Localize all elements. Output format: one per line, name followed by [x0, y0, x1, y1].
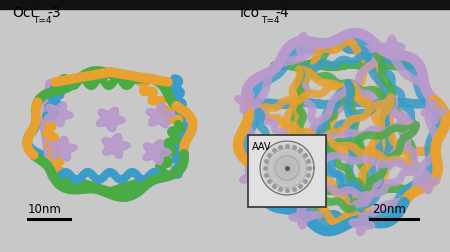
Polygon shape — [280, 161, 294, 175]
Polygon shape — [284, 166, 290, 171]
Polygon shape — [289, 206, 315, 229]
Polygon shape — [49, 137, 77, 161]
Polygon shape — [265, 146, 310, 191]
Text: -3: -3 — [47, 6, 61, 20]
Polygon shape — [289, 33, 315, 56]
Text: 20nm: 20nm — [372, 202, 406, 215]
Polygon shape — [96, 108, 125, 132]
Polygon shape — [379, 36, 405, 59]
Polygon shape — [271, 152, 303, 184]
Polygon shape — [282, 164, 292, 173]
Bar — [0, 0, 450, 10]
Text: 10nm: 10nm — [28, 202, 62, 215]
Polygon shape — [262, 144, 312, 193]
Polygon shape — [260, 141, 314, 195]
Polygon shape — [235, 91, 259, 113]
Bar — [248, 136, 326, 207]
Polygon shape — [269, 150, 305, 186]
Polygon shape — [278, 159, 297, 178]
Polygon shape — [414, 171, 440, 194]
Polygon shape — [421, 101, 447, 124]
Polygon shape — [45, 103, 73, 127]
Polygon shape — [146, 104, 175, 128]
Text: -4: -4 — [275, 6, 288, 20]
Text: AAV: AAV — [252, 141, 271, 151]
Polygon shape — [143, 140, 171, 165]
Polygon shape — [275, 157, 298, 180]
Polygon shape — [102, 134, 130, 159]
Polygon shape — [273, 155, 301, 182]
Polygon shape — [267, 148, 307, 189]
Text: T=4: T=4 — [33, 16, 51, 25]
Polygon shape — [240, 166, 265, 188]
Text: T=4: T=4 — [261, 16, 279, 25]
Text: Oct: Oct — [12, 6, 36, 20]
Text: Ico: Ico — [240, 6, 260, 20]
Polygon shape — [349, 213, 375, 236]
